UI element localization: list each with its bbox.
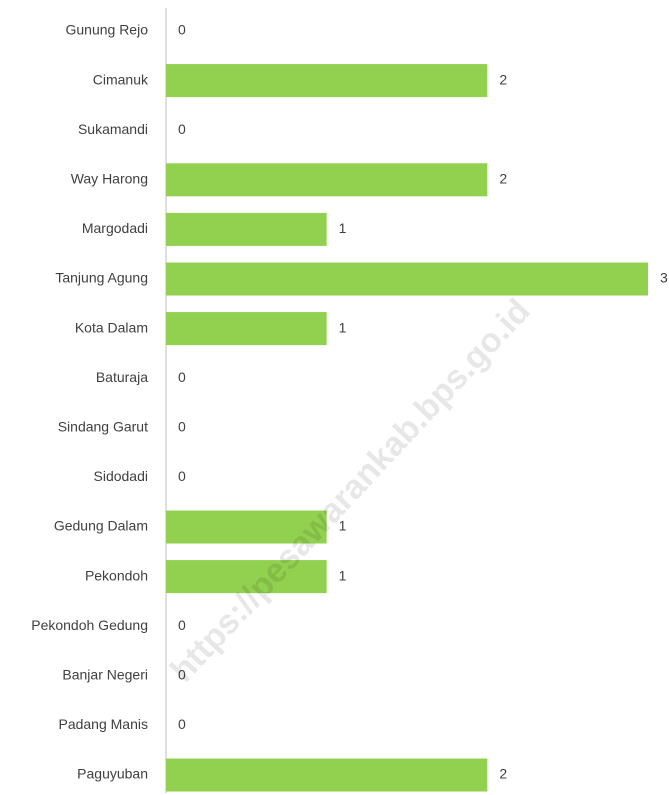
category-label: Paguyuban — [77, 766, 148, 782]
category-label: Baturaja — [96, 369, 148, 385]
category-label: Margodadi — [82, 220, 148, 236]
bar — [166, 64, 488, 98]
bar — [166, 560, 327, 594]
bar — [166, 262, 648, 296]
value-label: 2 — [499, 71, 507, 87]
category-label: Padang Manis — [58, 716, 148, 732]
value-label: 1 — [339, 567, 347, 583]
category-label: Pekondoh — [85, 567, 148, 583]
value-label: 2 — [499, 171, 507, 187]
category-label: Gunung Rejo — [65, 22, 148, 38]
value-label: 0 — [178, 419, 186, 435]
value-label: 0 — [178, 22, 186, 38]
category-label: Kota Dalam — [75, 319, 148, 335]
value-label: 0 — [178, 716, 186, 732]
value-label: 0 — [178, 121, 186, 137]
bar — [166, 312, 327, 346]
value-label: 3 — [660, 270, 668, 286]
value-label: 1 — [339, 518, 347, 534]
category-label: Banjar Negeri — [62, 667, 148, 683]
watermark: https://pesawarankab.bps.go.id — [163, 292, 537, 690]
category-label: Sidodadi — [94, 468, 149, 484]
category-label: Sukamandi — [78, 121, 148, 137]
bar — [166, 510, 327, 544]
value-label: 1 — [339, 319, 347, 335]
value-label: 0 — [178, 369, 186, 385]
bar — [166, 163, 488, 197]
category-label: Way Harong — [71, 171, 148, 187]
category-label: Sindang Garut — [58, 419, 148, 435]
value-label: 2 — [499, 766, 507, 782]
bar — [166, 212, 327, 246]
category-label: Cimanuk — [93, 71, 149, 87]
value-label: 0 — [178, 468, 186, 484]
value-label: 1 — [339, 220, 347, 236]
value-label: 0 — [178, 667, 186, 683]
category-label: Gedung Dalam — [54, 518, 148, 534]
value-label: 0 — [178, 617, 186, 633]
category-label: Tanjung Agung — [55, 270, 148, 286]
bar — [166, 758, 488, 792]
category-label: Pekondoh Gedung — [31, 617, 148, 633]
